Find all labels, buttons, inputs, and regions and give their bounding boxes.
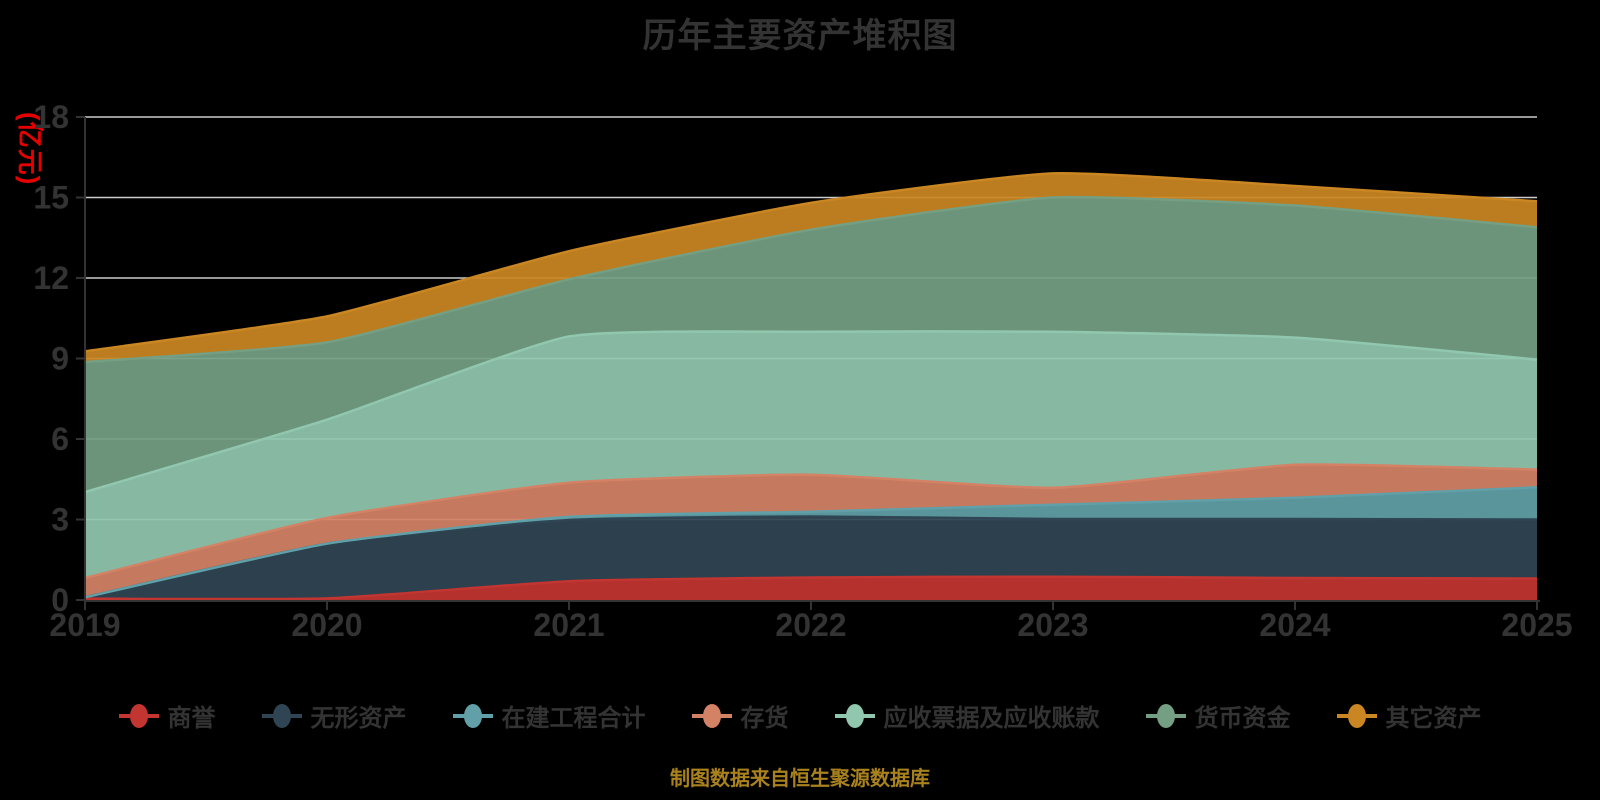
line-series-商誉[interactable] (84, 575, 1538, 601)
legend-line-marker-icon (452, 703, 493, 728)
legend-line-marker-icon (1336, 703, 1377, 728)
area-series-无形资产[interactable] (85, 516, 1537, 600)
chart-title: 历年主要资产堆积图 (642, 17, 958, 55)
area-series-存货[interactable] (85, 464, 1537, 598)
legend-label: 其它资产 (1385, 705, 1482, 732)
legend-item-商誉[interactable]: 商誉 (118, 698, 216, 733)
y-tick-label-12: 12 (33, 260, 69, 296)
chart-legend: 商誉 无形资产 在建工程合计 存货 应收票据及应收账款 货币资金 其它资产 (0, 698, 1600, 733)
legend-item-在建工程合计[interactable]: 在建工程合计 (452, 698, 646, 733)
legend-line-marker-icon (118, 703, 159, 728)
legend-item-无形资产[interactable]: 无形资产 (261, 698, 407, 733)
area-series-在建工程合计[interactable] (85, 487, 1537, 598)
y-tick-label-0: 0 (51, 582, 69, 618)
y-tick-label-15: 15 (33, 180, 69, 216)
legend-line-marker-icon (691, 703, 732, 728)
legend-item-应收票据及应收账款[interactable]: 应收票据及应收账款 (834, 698, 1100, 733)
legend-line-marker-icon (1145, 703, 1186, 728)
line-series-存货[interactable] (84, 463, 1538, 580)
legend-item-货币资金[interactable]: 货币资金 (1145, 698, 1291, 733)
x-tick-label-2020: 2020 (291, 607, 362, 643)
legend-label: 货币资金 (1194, 705, 1291, 732)
area-series-货币资金[interactable] (85, 197, 1537, 493)
legend-label: 在建工程合计 (501, 705, 646, 732)
x-tick-label-2025: 2025 (1501, 607, 1572, 643)
legend-line-marker-icon (834, 703, 875, 728)
area-series-商誉[interactable] (85, 576, 1537, 600)
line-series-其它资产[interactable] (84, 172, 1538, 353)
legend-label: 应收票据及应收账款 (883, 705, 1100, 732)
y-tick-label-18: 18 (33, 99, 69, 135)
legend-label: 无形资产 (310, 705, 407, 732)
y-tick-label-9: 9 (51, 341, 69, 377)
legend-label: 商誉 (167, 705, 216, 732)
y-tick-label-3: 3 (51, 502, 69, 538)
y-tick-label-6: 6 (51, 421, 69, 457)
line-series-在建工程合计[interactable] (84, 486, 1538, 599)
data-source-caption: 制图数据来自恒生聚源数据库 (670, 768, 930, 790)
legend-item-其它资产[interactable]: 其它资产 (1336, 698, 1482, 733)
x-tick-label-2022: 2022 (775, 607, 846, 643)
x-tick-label-2023: 2023 (1017, 607, 1088, 643)
area-series-应收票据及应收账款[interactable] (85, 331, 1537, 578)
line-series-应收票据及应收账款[interactable] (84, 330, 1538, 494)
legend-label: 存货 (740, 705, 789, 732)
x-tick-label-2021: 2021 (533, 607, 604, 643)
line-series-货币资金[interactable] (84, 195, 1538, 364)
x-tick-label-2024: 2024 (1259, 607, 1330, 643)
x-tick-label-2019: 2019 (49, 607, 120, 643)
legend-line-marker-icon (261, 703, 302, 728)
legend-item-存货[interactable]: 存货 (691, 698, 789, 733)
